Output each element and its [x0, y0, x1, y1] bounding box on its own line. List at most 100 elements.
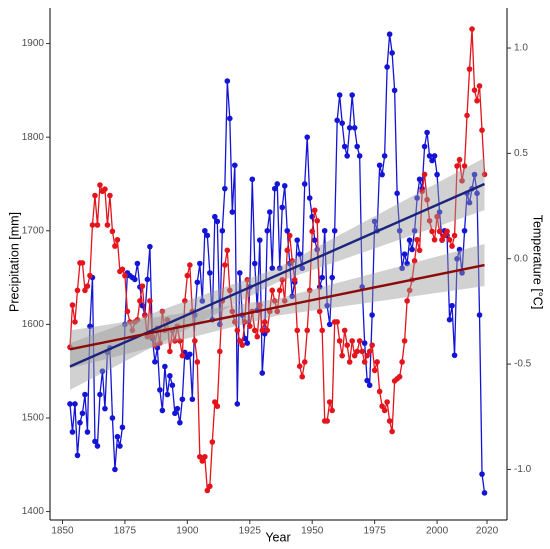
series-point: [147, 243, 153, 250]
series-point: [411, 258, 418, 264]
x-tick-label: 1975: [364, 526, 387, 537]
series-point: [301, 181, 308, 187]
series-point: [354, 143, 360, 150]
series-point: [224, 78, 231, 84]
series-point: [74, 452, 81, 459]
series-point: [474, 97, 480, 104]
series-point: [89, 222, 96, 228]
series-point: [399, 265, 405, 272]
series-point: [269, 287, 276, 294]
y-tick-label: 1500: [22, 413, 45, 424]
series-point: [234, 401, 241, 407]
series-point: [476, 312, 483, 318]
series-point: [271, 298, 278, 304]
series-point: [229, 308, 236, 315]
trend-line: [69, 263, 485, 351]
series-point: [349, 92, 355, 98]
series-point: [79, 410, 86, 417]
series-point: [236, 270, 243, 276]
series-point: [429, 157, 435, 164]
series-point: [461, 227, 468, 234]
series-point: [92, 438, 98, 445]
series-point: [474, 190, 480, 197]
series-point: [274, 308, 281, 315]
series-point: [274, 181, 281, 187]
series-point: [436, 209, 443, 215]
series-point: [449, 243, 455, 249]
series-point: [299, 265, 306, 272]
series-point: [459, 270, 465, 276]
series-point: [414, 236, 420, 243]
series-point: [119, 266, 126, 273]
series-point: [324, 302, 330, 309]
series-point: [159, 407, 166, 414]
x-tick-label: 2020: [476, 526, 499, 537]
series-point: [466, 199, 473, 206]
series-point: [481, 490, 488, 496]
series-point: [466, 66, 473, 72]
y-tick-label: 1600: [22, 319, 45, 330]
series-point: [281, 183, 288, 189]
series-point: [369, 312, 375, 318]
series-point: [394, 190, 400, 197]
series-point: [99, 368, 106, 374]
series-point: [236, 338, 243, 344]
series-point: [72, 319, 78, 325]
series-point: [289, 293, 296, 300]
series-point: [384, 399, 390, 405]
series-point: [134, 317, 141, 323]
series-point: [244, 277, 251, 283]
series-point: [67, 401, 73, 407]
y-tick-label: 1800: [22, 132, 45, 143]
series-point: [114, 433, 121, 440]
series-point: [164, 317, 171, 323]
series-point: [259, 327, 266, 334]
x-tick-label: 1925: [239, 526, 262, 537]
series-point: [314, 218, 321, 224]
series-point: [341, 327, 348, 334]
series-point: [381, 407, 388, 414]
series-point: [217, 348, 223, 355]
series-point: [289, 258, 296, 264]
series-point: [249, 176, 256, 183]
series-point: [167, 373, 173, 379]
series-point: [144, 276, 151, 283]
series-point: [349, 338, 355, 344]
series-point: [212, 213, 218, 220]
series-point: [344, 342, 350, 348]
series-point: [264, 227, 271, 234]
series-point: [316, 308, 323, 315]
series-point: [132, 276, 138, 283]
series-point: [172, 338, 178, 344]
series-point: [256, 237, 263, 243]
series-point: [476, 83, 483, 89]
series-point: [481, 171, 488, 178]
y2-tick-label: 0.0: [514, 253, 528, 264]
series-point: [324, 418, 330, 424]
series-point: [406, 287, 413, 294]
series-point: [227, 287, 233, 294]
series-point: [334, 117, 340, 124]
series-point: [291, 277, 298, 283]
series-point: [107, 192, 113, 199]
series-point: [77, 419, 83, 426]
y2-tick-label: 1.0: [514, 43, 528, 54]
series-point: [177, 338, 183, 344]
series-point: [351, 125, 358, 131]
series-point: [326, 399, 333, 405]
series-point: [149, 333, 156, 340]
series-point: [344, 153, 350, 159]
series-point: [286, 232, 293, 239]
x-tick-label: 1850: [51, 526, 74, 537]
series-point: [366, 382, 373, 389]
series-point: [339, 352, 345, 359]
series-point: [426, 153, 433, 159]
series-point: [69, 429, 76, 435]
series-point: [144, 333, 151, 340]
series-point: [152, 359, 158, 365]
series-point: [319, 274, 326, 281]
series-point: [69, 302, 76, 308]
series-point: [122, 321, 128, 328]
series-point: [294, 327, 301, 334]
